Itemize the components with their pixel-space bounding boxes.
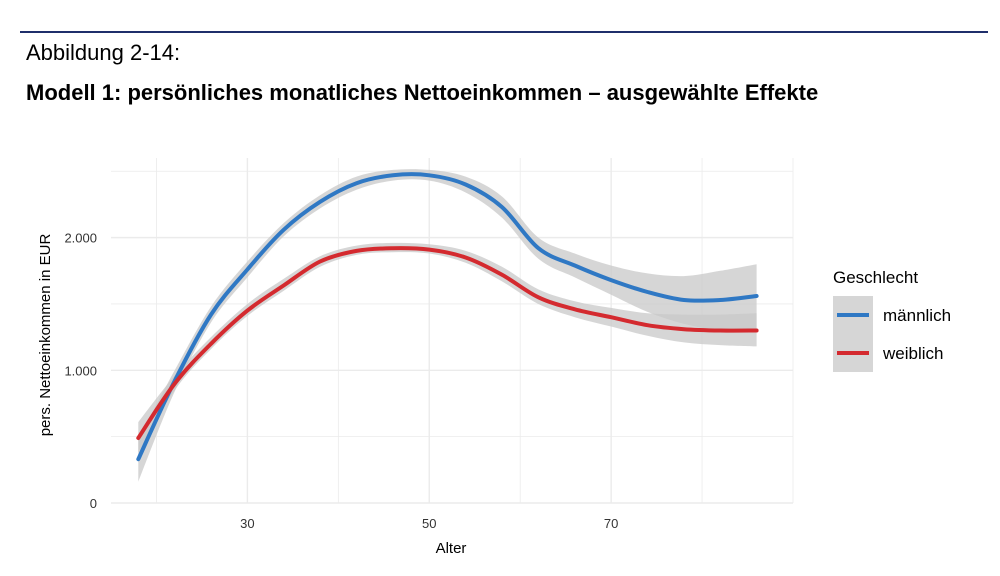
line-weiblich [136, 246, 759, 440]
figure-title: Modell 1: persönliches monatliches Netto… [26, 80, 819, 105]
legend-label-weiblich: weiblich [882, 344, 943, 363]
x-tick-label: 30 [240, 516, 254, 531]
top-rule [20, 31, 988, 33]
figure-label: Abbildung 2-14: [26, 40, 181, 65]
series-lines [136, 172, 759, 462]
y-axis-title: pers. Nettoeinkommen in EUR [37, 234, 54, 437]
tick-labels: 0 1.000 2.000 30 50 70 [64, 231, 618, 531]
line-maennlich [136, 172, 759, 462]
y-tick-label: 1.000 [64, 363, 97, 378]
legend: Geschlecht männlich weiblich [833, 268, 951, 372]
x-tick-label: 70 [604, 516, 618, 531]
x-axis-title: Alter [436, 540, 467, 557]
legend-label-maennlich: männlich [883, 306, 951, 325]
y-tick-label: 2.000 [64, 231, 97, 246]
legend-title: Geschlecht [833, 268, 918, 287]
band-weiblich [138, 242, 757, 453]
x-tick-label: 50 [422, 516, 436, 531]
y-tick-label: 0 [90, 496, 97, 511]
